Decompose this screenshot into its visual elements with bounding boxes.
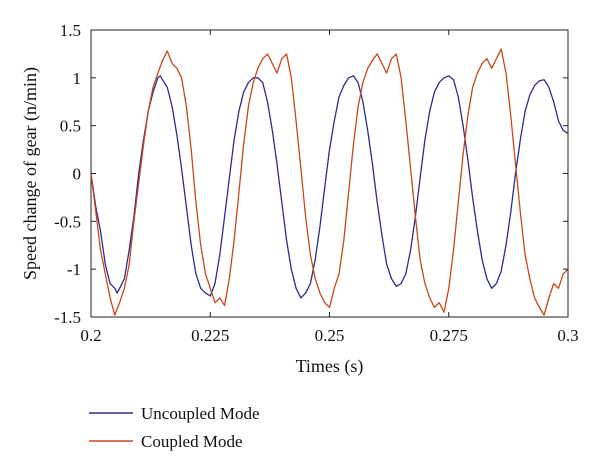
y-tick-label: -0.5 (54, 212, 81, 231)
x-axis-ticks: 0.2 0.225 0.25 0.275 0.3 (80, 30, 579, 345)
legend-label-uncoupled: Uncoupled Mode (141, 404, 260, 423)
y-tick-label: 0.5 (60, 117, 81, 136)
legend-item-uncoupled: Uncoupled Mode (89, 404, 260, 423)
y-tick-label: 1 (73, 69, 82, 88)
y-tick-label: 1.5 (60, 21, 81, 40)
y-tick-label: 0 (73, 165, 82, 184)
y-tick-label: -1 (67, 260, 81, 279)
legend-item-coupled: Coupled Mode (89, 432, 243, 451)
x-axis-title: Times (s) (296, 356, 364, 377)
y-axis-title: Speed change of gear (n/min) (20, 67, 41, 280)
y-axis-ticks: 1.5 1 0.5 0 -0.5 -1 -1.5 (54, 21, 568, 327)
x-tick-label: 0.3 (557, 326, 578, 345)
legend: Uncoupled Mode Coupled Mode (89, 404, 260, 451)
series-layer (90, 48, 569, 316)
x-tick-label: 0.225 (191, 326, 229, 345)
series-line-uncoupled (90, 75, 569, 299)
plot-area: 0.2 0.225 0.25 0.275 0.3 1.5 1 0.5 0 -0.5 -1 -1.5 (54, 21, 579, 345)
x-tick-label: 0.2 (80, 326, 101, 345)
x-tick-label: 0.25 (315, 326, 345, 345)
plot-frame (90, 29, 569, 318)
x-tick-label: 0.275 (430, 326, 468, 345)
series-line-coupled (90, 48, 569, 316)
legend-label-coupled: Coupled Mode (141, 432, 243, 451)
y-tick-label: -1.5 (54, 308, 81, 327)
